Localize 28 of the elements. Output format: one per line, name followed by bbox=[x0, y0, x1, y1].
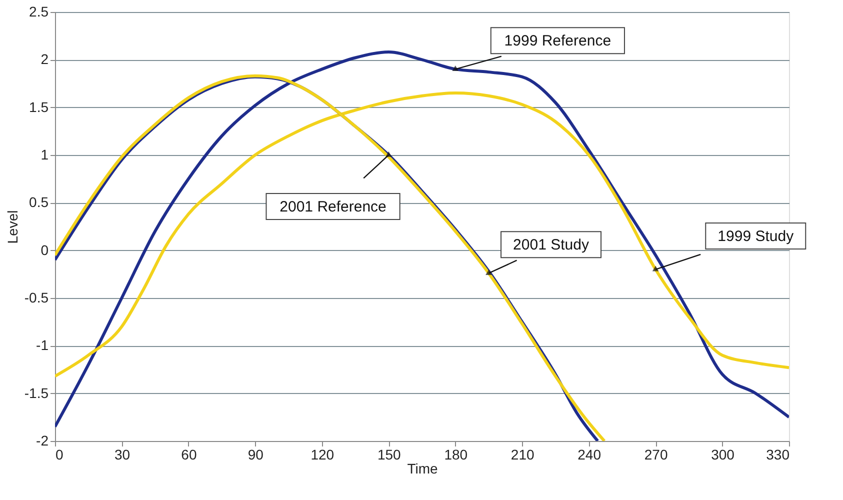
y-tick-label: 2.5 bbox=[29, 4, 49, 20]
text: 2001 Reference bbox=[280, 198, 386, 216]
y-tick-label: -0.5 bbox=[24, 290, 49, 306]
x-tick-label: 270 bbox=[644, 446, 668, 462]
y-tick-label: -2 bbox=[36, 432, 49, 448]
x-tick-label: 180 bbox=[444, 446, 468, 462]
x-tick-label: 150 bbox=[377, 446, 402, 462]
series-label: 1999 Reference bbox=[504, 32, 612, 50]
x-tick-label: 90 bbox=[248, 446, 264, 462]
x-tick-label: 30 bbox=[114, 446, 130, 462]
y-tick-label: 2 bbox=[40, 51, 49, 68]
x-tick-label: 240 bbox=[578, 446, 602, 462]
y-tick-label: 1 bbox=[40, 146, 49, 162]
y-tick-label: 0.5 bbox=[29, 194, 49, 210]
x-tick-label: 60 bbox=[181, 446, 197, 462]
text: 1999 Study bbox=[718, 228, 794, 246]
x-tick-label: 120 bbox=[310, 446, 334, 462]
y-tick-label: 1.5 bbox=[29, 98, 49, 115]
series-label: 2001 Study bbox=[513, 236, 590, 254]
y-axis-title: Level bbox=[4, 210, 20, 244]
x-axis-title: Time bbox=[407, 460, 438, 476]
x-tick-label: 210 bbox=[510, 446, 534, 462]
y-tick-label: -1.5 bbox=[24, 384, 49, 401]
y-tick-label: 0 bbox=[40, 242, 49, 258]
y-tick-label: -1 bbox=[36, 337, 49, 354]
x-tick-label: 330 bbox=[766, 446, 790, 462]
x-tick-label: 0 bbox=[56, 446, 64, 462]
x-tick-label: 300 bbox=[711, 446, 735, 462]
